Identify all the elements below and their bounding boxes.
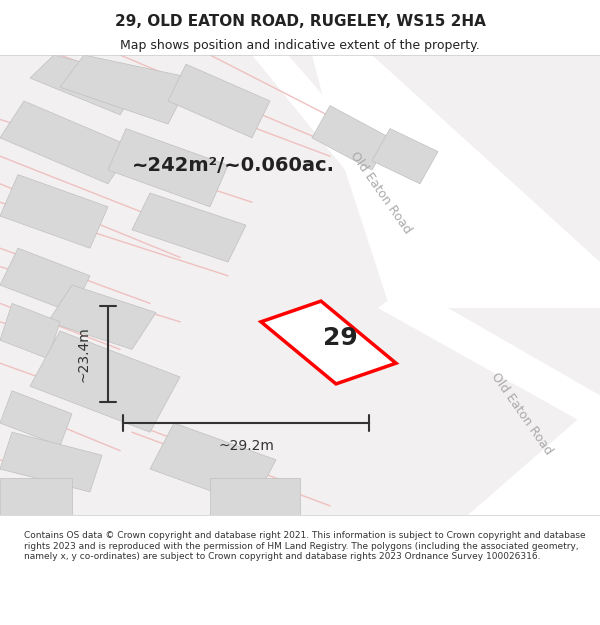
Polygon shape — [0, 478, 72, 515]
Text: ~23.4m: ~23.4m — [77, 326, 91, 382]
Polygon shape — [0, 174, 108, 248]
Text: Map shows position and indicative extent of the property.: Map shows position and indicative extent… — [120, 39, 480, 51]
Polygon shape — [0, 432, 102, 492]
Polygon shape — [0, 248, 90, 312]
Text: Old Eaton Road: Old Eaton Road — [489, 371, 555, 458]
Polygon shape — [210, 478, 300, 515]
Polygon shape — [252, 55, 456, 262]
Polygon shape — [30, 55, 144, 115]
Polygon shape — [312, 106, 390, 170]
Polygon shape — [0, 101, 132, 184]
Polygon shape — [312, 55, 600, 308]
Polygon shape — [168, 64, 270, 138]
Text: ~29.2m: ~29.2m — [218, 439, 274, 453]
Polygon shape — [48, 285, 156, 349]
Polygon shape — [0, 391, 72, 446]
Polygon shape — [378, 285, 600, 432]
Polygon shape — [261, 301, 396, 384]
Text: 29: 29 — [323, 326, 358, 350]
Polygon shape — [432, 400, 600, 515]
Polygon shape — [108, 129, 228, 207]
Text: Contains OS data © Crown copyright and database right 2021. This information is : Contains OS data © Crown copyright and d… — [24, 531, 586, 561]
Polygon shape — [30, 331, 180, 432]
Polygon shape — [60, 55, 192, 124]
Polygon shape — [0, 303, 60, 359]
Text: Old Eaton Road: Old Eaton Road — [348, 149, 414, 236]
Text: 29, OLD EATON ROAD, RUGELEY, WS15 2HA: 29, OLD EATON ROAD, RUGELEY, WS15 2HA — [115, 14, 485, 29]
Polygon shape — [150, 423, 276, 506]
Polygon shape — [132, 193, 246, 262]
Polygon shape — [372, 129, 438, 184]
Text: ~242m²/~0.060ac.: ~242m²/~0.060ac. — [132, 156, 335, 175]
